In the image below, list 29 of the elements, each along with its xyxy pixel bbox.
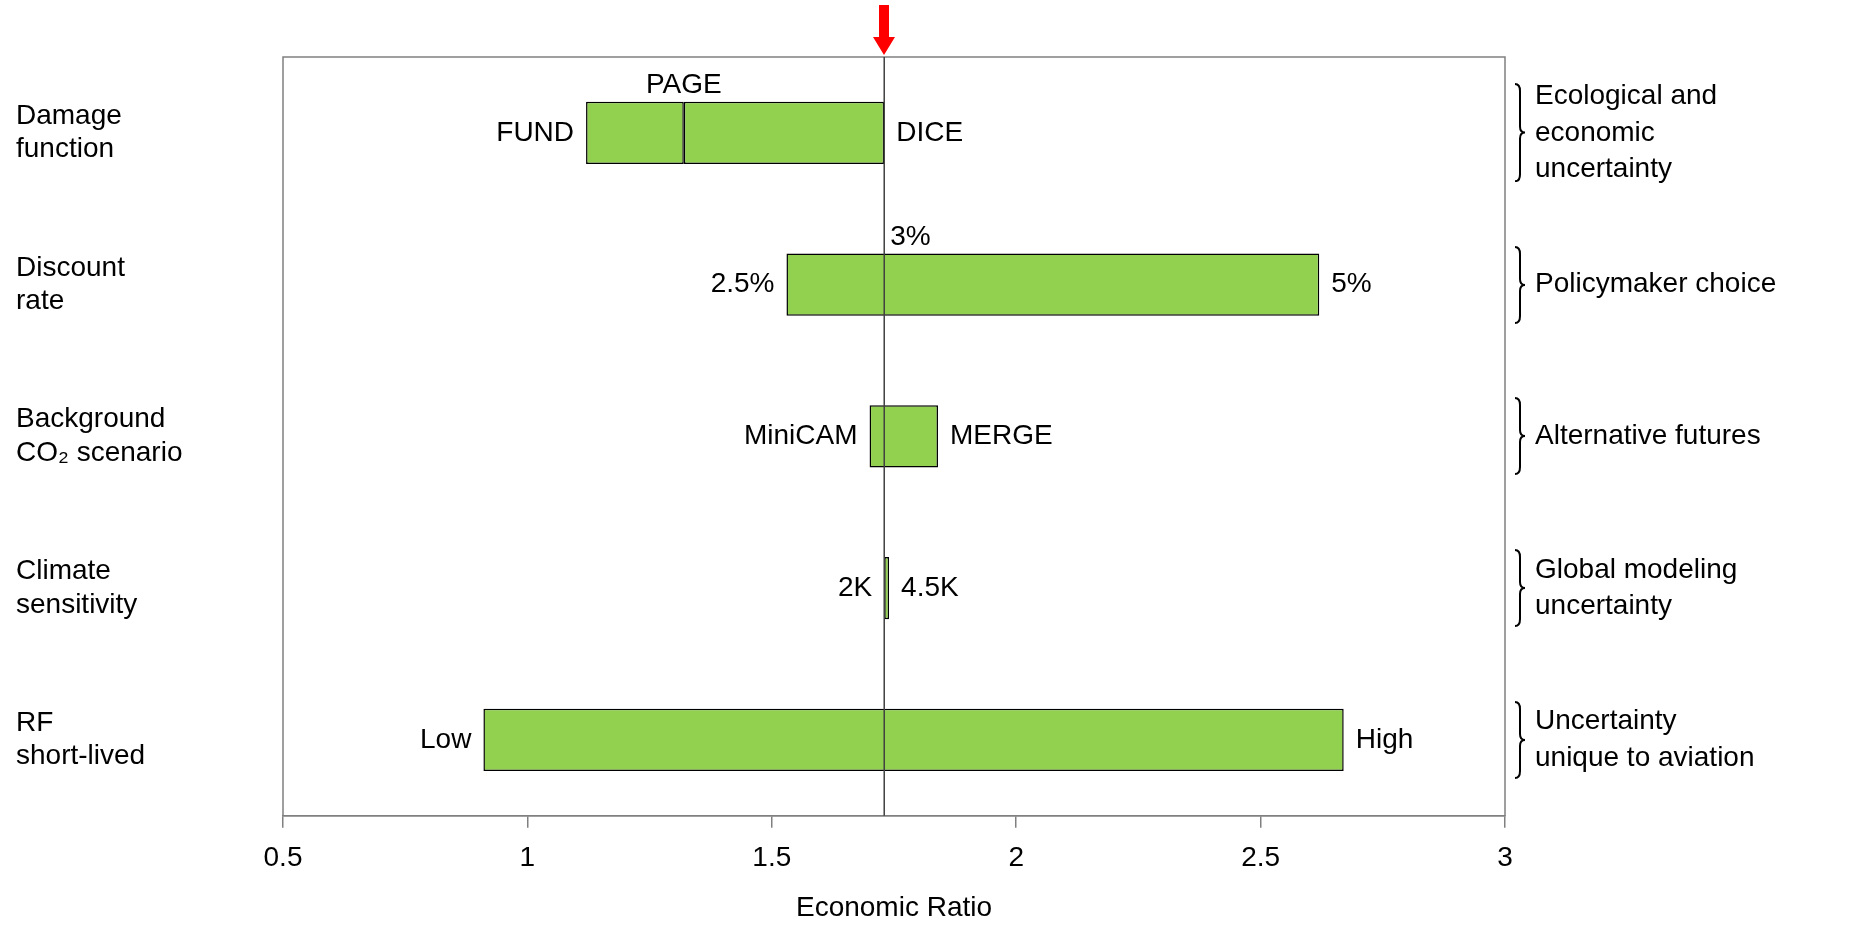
text: Ecological and economic uncertainty: [1535, 79, 1718, 183]
x-tick-label: 1.5: [752, 841, 792, 873]
x-tick-label: 2.5: [1241, 841, 1281, 873]
y-tick-label: Climate sensitivity: [16, 554, 138, 619]
annotation: FUND: [496, 115, 575, 147]
text: Global modeling uncertainty: [1535, 552, 1738, 621]
x-tick-label: 1: [519, 841, 536, 873]
annotation: 4.5K: [901, 570, 960, 602]
y-tick-label: Discount rate: [16, 250, 126, 316]
x-tick-label: 3: [1497, 841, 1513, 873]
annotation: MiniCAM: [744, 419, 858, 451]
x-tick-label: 0.5: [263, 841, 303, 873]
text: Policymaker choice: [1535, 267, 1777, 299]
annotation: 3%: [890, 220, 931, 252]
x-axis-title: Economic Ratio: [795, 890, 993, 922]
annotation: DICE: [896, 115, 964, 147]
annotation: 2.5%: [710, 267, 775, 299]
annotation: High: [1355, 722, 1414, 754]
annotation: MERGE: [949, 419, 1053, 451]
y-tick-label: RF short-lived: [16, 705, 146, 771]
y-tick-label: Damage function: [16, 98, 122, 164]
text: Alternative futures: [1535, 419, 1761, 451]
annotation: Low: [420, 722, 473, 754]
x-tick-label: 2: [1008, 841, 1024, 873]
annotation: 5%: [1331, 267, 1372, 299]
annotation: PAGE: [645, 68, 722, 100]
y-tick-label: Background CO₂ scenario: [16, 402, 183, 467]
text: Uncertainty unique to aviation: [1535, 704, 1755, 772]
annotation: 2K: [837, 570, 873, 602]
